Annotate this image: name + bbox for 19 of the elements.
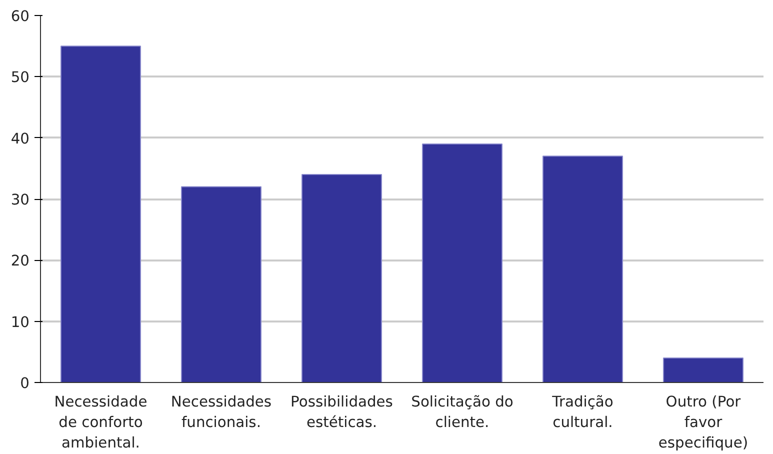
x-tick-label: Necessidades funcionais. [170,394,272,431]
x-tick-label: Tradição cultural. [551,394,614,431]
y-tick-label: 30 [10,192,30,208]
bar [60,46,142,382]
bar [542,156,624,382]
y-tick-label: 60 [10,8,30,25]
y-tick-label: 50 [10,69,30,86]
y-tick-label: 10 [10,314,30,331]
y-tick-label: 40 [10,130,30,148]
x-tick-label: Possibilidades estéticas. [290,394,393,431]
x-tick-label: Outro (Por favor especifique) [658,394,748,452]
x-tick-label: Solicitação do cliente. [411,394,514,431]
y-tick-label: 20 [10,252,30,270]
bar [180,186,262,382]
bar [662,358,744,382]
bar [301,174,382,382]
y-tick-label: 0 [20,375,30,392]
bar [422,143,503,382]
x-tick-label: Necessidade de conforto ambiental. [54,394,148,452]
